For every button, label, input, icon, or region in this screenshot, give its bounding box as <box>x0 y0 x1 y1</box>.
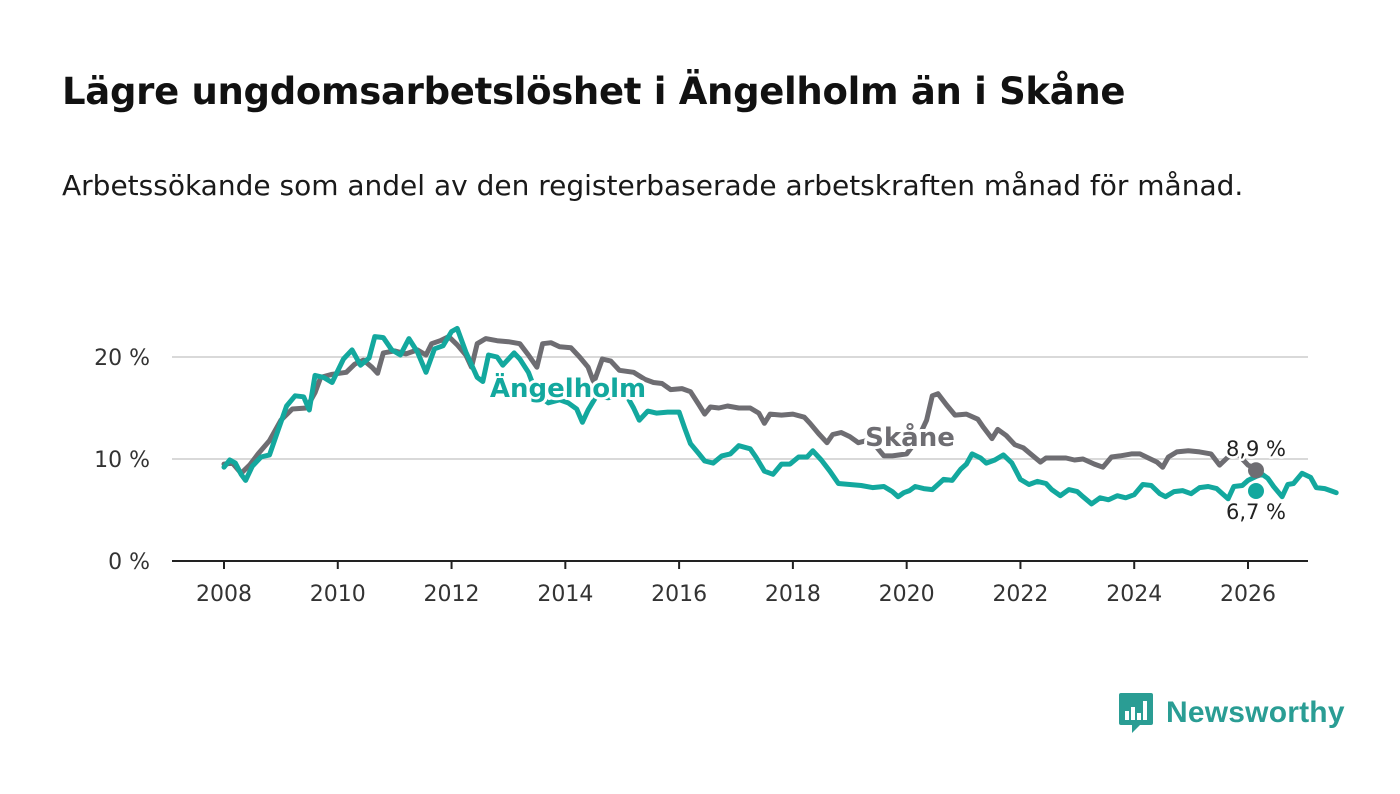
x-tick-label: 2010 <box>310 582 366 607</box>
series-label-skane: Skåne <box>865 421 955 453</box>
skane-end-marker <box>1248 462 1264 479</box>
series-lines <box>221 325 1339 507</box>
newsworthy-bars-icon <box>1119 693 1153 733</box>
x-tick-label: 2026 <box>1220 582 1276 607</box>
x-tick-label: 2020 <box>879 582 935 607</box>
series-labels: 8,9 % 6,7 % Ängelholm Skåne <box>487 369 1289 527</box>
axes: 0 % 10 % 20 % 2008 2010 2012 2014 2016 2018 2020 2… <box>94 346 1308 607</box>
chart-subtitle: Arbetssökande som andel av den registerb… <box>62 169 1244 202</box>
angelholm-last-value-label: 6,7 % <box>1226 500 1286 524</box>
newsworthy-logo: Newsworthy <box>1118 690 1345 736</box>
x-tick-label: 2008 <box>196 582 252 607</box>
series-line-skane <box>221 334 1262 476</box>
x-tick-label: 2022 <box>992 582 1048 607</box>
y-tick-label: 10 % <box>94 448 150 473</box>
x-tick-label: 2014 <box>537 582 593 607</box>
angelholm-end-marker <box>1248 483 1264 499</box>
x-tick-label: 2012 <box>424 582 480 607</box>
y-tick-label: 0 % <box>108 550 150 575</box>
skane-last-value-label: 8,9 % <box>1226 437 1286 461</box>
chart-title: Lägre ungdomsarbetslöshet i Ängelholm än… <box>62 70 1126 113</box>
x-tick-label: 2018 <box>765 582 821 607</box>
y-tick-label: 20 % <box>94 346 150 371</box>
series-line-angelholm <box>221 325 1339 507</box>
x-tick-label: 2024 <box>1106 582 1162 607</box>
brand-name: Newsworthy <box>1166 696 1345 729</box>
series-label-angelholm: Ängelholm <box>490 372 646 404</box>
gridlines <box>172 356 1308 460</box>
x-tick-label: 2016 <box>651 582 707 607</box>
